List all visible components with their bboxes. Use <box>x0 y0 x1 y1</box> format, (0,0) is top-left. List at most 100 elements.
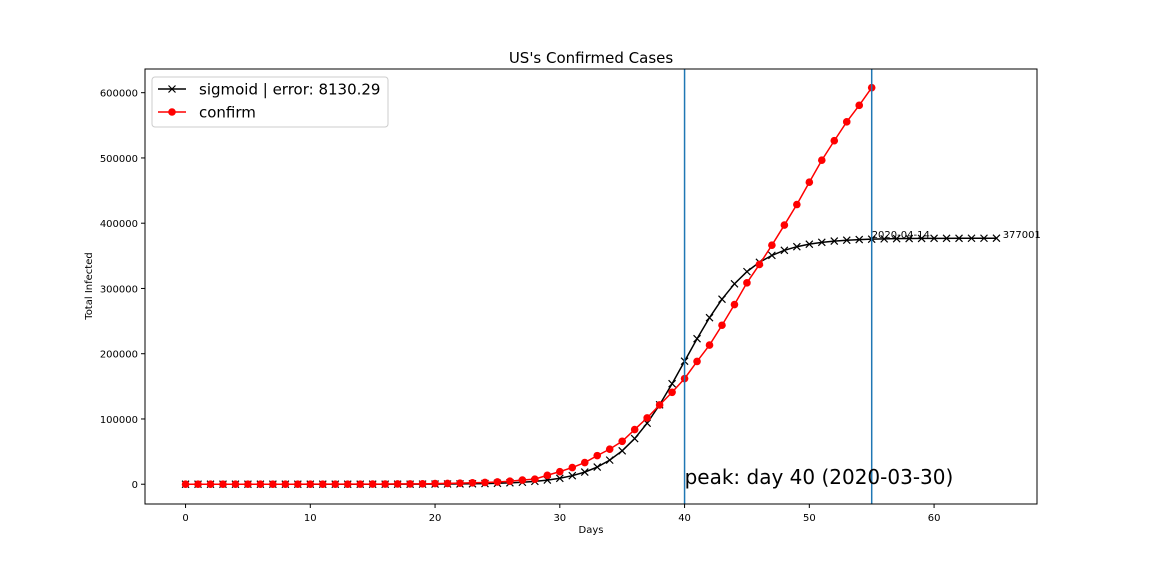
marker <box>743 267 751 276</box>
x-tick-label: 50 <box>803 513 816 524</box>
marker <box>593 463 602 471</box>
marker <box>842 236 851 245</box>
marker <box>705 341 714 349</box>
marker <box>930 234 939 243</box>
annotation: 2020-04-14 <box>872 230 930 241</box>
marker <box>219 480 227 489</box>
marker <box>643 414 651 422</box>
chart-title: US's Confirmed Cases <box>509 49 674 67</box>
marker <box>493 478 502 486</box>
marker <box>580 458 589 467</box>
marker <box>331 480 340 488</box>
marker <box>755 260 764 269</box>
marker <box>343 480 352 488</box>
marker <box>406 480 414 488</box>
series <box>181 83 876 489</box>
marker <box>793 200 801 209</box>
marker <box>718 295 726 304</box>
marker <box>393 480 402 488</box>
marker <box>892 234 901 243</box>
marker <box>256 480 265 488</box>
y-tick-label: 500000 <box>100 154 138 165</box>
legend-frame <box>151 76 389 128</box>
marker <box>181 480 190 489</box>
marker <box>693 357 701 366</box>
y-tick-label: 400000 <box>100 219 138 230</box>
marker <box>281 480 290 488</box>
marker <box>780 221 789 229</box>
marker <box>967 234 976 243</box>
x-tick-label: 20 <box>429 513 442 524</box>
marker <box>855 235 864 244</box>
marker <box>880 234 889 243</box>
marker <box>531 475 539 483</box>
y-tick-label: 0 <box>132 480 138 491</box>
annotation: 377001 <box>1003 230 1041 241</box>
marker <box>842 118 851 126</box>
axes-frame <box>144 68 1038 505</box>
marker <box>830 237 839 246</box>
marker <box>805 240 814 249</box>
marker <box>817 238 826 247</box>
marker <box>693 334 701 343</box>
marker <box>942 234 951 243</box>
marker <box>980 234 988 243</box>
marker <box>431 479 439 488</box>
marker <box>481 478 489 487</box>
marker <box>668 379 677 388</box>
marker <box>194 480 202 489</box>
marker <box>855 101 864 110</box>
marker <box>905 234 914 243</box>
marker <box>306 480 315 488</box>
annotation: peak: day 40 (2020-03-30) <box>685 465 954 489</box>
x-tick-label: 0 <box>182 513 188 524</box>
y-tick-label: 100000 <box>100 415 138 426</box>
marker <box>955 234 963 243</box>
marker <box>605 445 614 453</box>
marker <box>917 234 926 243</box>
marker <box>718 321 726 330</box>
marker <box>817 156 826 165</box>
x-tick-label: 40 <box>678 513 691 524</box>
marker <box>418 480 427 488</box>
x-tick-label: 30 <box>553 513 566 524</box>
marker <box>206 480 215 489</box>
marker <box>655 401 664 409</box>
marker <box>830 136 839 145</box>
marker <box>568 471 577 480</box>
marker <box>705 313 714 322</box>
marker <box>368 480 377 488</box>
marker <box>231 480 240 489</box>
x-axis-label: Days <box>579 525 604 536</box>
marker <box>805 178 814 187</box>
marker <box>668 388 676 397</box>
marker <box>792 242 801 251</box>
marker <box>443 479 452 488</box>
marker <box>568 463 577 472</box>
x-tick-label: 60 <box>928 513 941 524</box>
marker <box>630 425 639 434</box>
marker <box>992 234 1001 243</box>
marker <box>269 480 277 488</box>
x-tick-label: 10 <box>304 513 317 524</box>
legend-marker <box>168 85 176 93</box>
marker <box>456 479 464 487</box>
marker <box>356 480 365 488</box>
legend: sigmoid | error: 8130.29 confirm <box>151 76 389 128</box>
y-axis-label: Total Infected <box>84 252 95 320</box>
marker <box>506 477 514 486</box>
marker <box>605 456 614 465</box>
marker <box>580 468 589 477</box>
marker <box>768 241 776 249</box>
marker <box>630 434 639 443</box>
marker <box>780 246 789 255</box>
marker <box>555 474 564 483</box>
marker <box>556 467 564 476</box>
marker <box>244 480 252 488</box>
y-tick-label: 200000 <box>100 350 138 361</box>
marker <box>518 476 527 484</box>
legend-marker <box>168 108 176 116</box>
marker <box>767 251 776 260</box>
marker <box>593 451 602 460</box>
